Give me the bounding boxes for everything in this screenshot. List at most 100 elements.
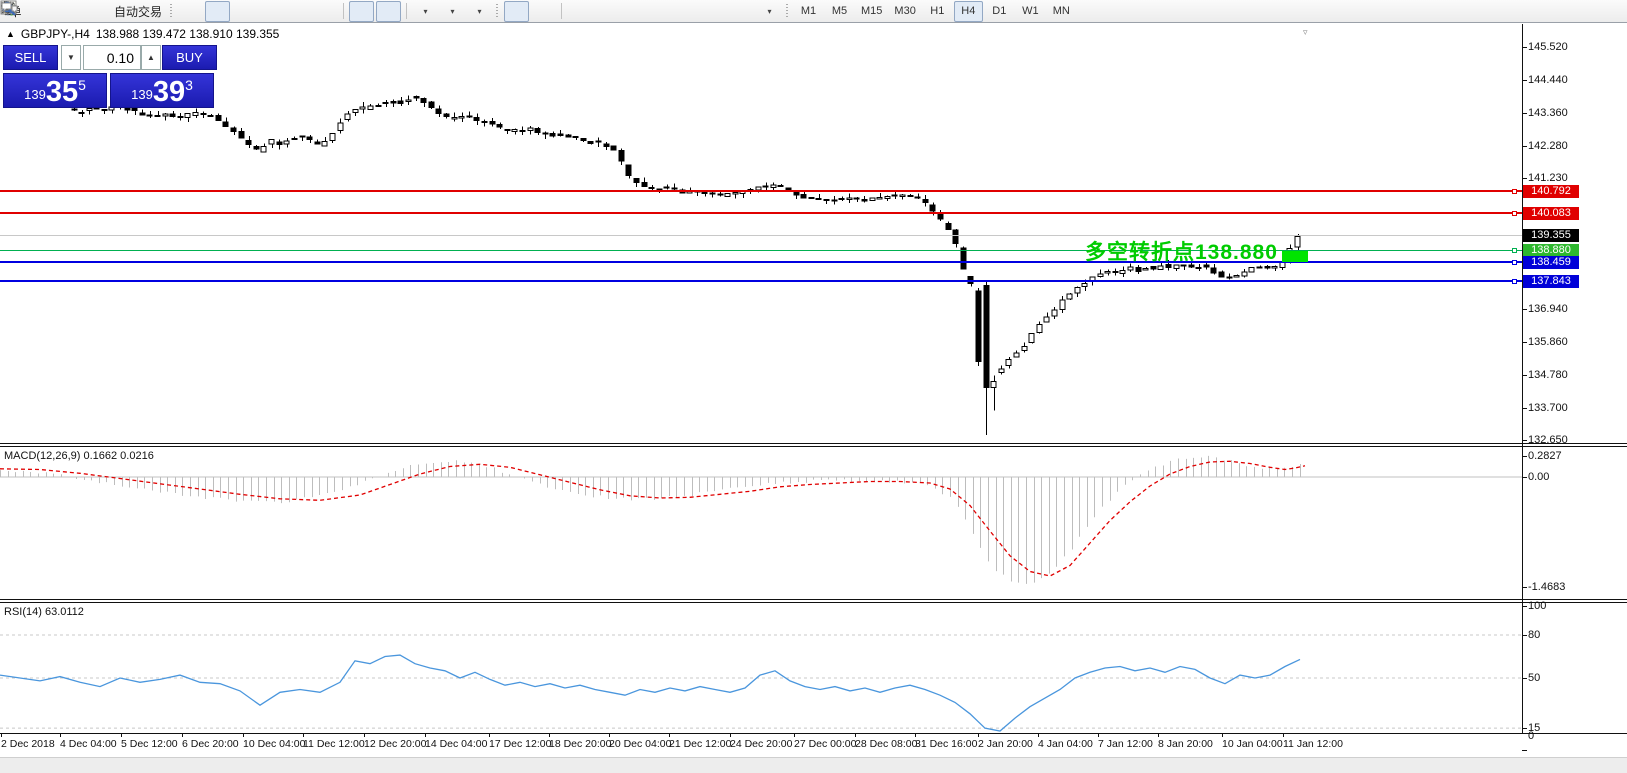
arrows-tool-button[interactable]: ▾: [3, 1, 781, 22]
timeframe-m5-button[interactable]: M5: [831, 5, 848, 17]
chart-window[interactable]: 145.520 144.440 143.360 142.280 141.230 136.9…: [0, 23, 1627, 773]
time-tick: [915, 733, 916, 737]
level-line-handle[interactable]: [1512, 260, 1517, 265]
fibonacci-tool-icon[interactable]: F: [1, 1, 700, 22]
annotation-highlight-box[interactable]: [1282, 251, 1308, 262]
toolbar-grip[interactable]: [785, 3, 791, 19]
time-tick-label[interactable]: 10 Jan 04:00: [1222, 738, 1283, 750]
bear-candle: [169, 113, 176, 118]
price-level-line[interactable]: [0, 261, 1522, 263]
chart-window-icon[interactable]: [0, 1, 82, 22]
volume-input[interactable]: 0.10: [83, 45, 141, 70]
autotrading-button[interactable]: 自动交易: [1, 1, 165, 22]
bear-candle: [603, 143, 610, 147]
time-tick-label[interactable]: 7 Jan 12:00: [1098, 738, 1153, 750]
bull-candle: [1043, 316, 1050, 323]
bull-candle: [701, 192, 708, 195]
volume-decrease-button[interactable]: ▼: [61, 45, 81, 70]
auto-scroll-icon[interactable]: [1, 0, 375, 22]
time-tick-label[interactable]: 5 Dec 12:00: [121, 738, 178, 750]
time-tick: [1222, 733, 1223, 737]
time-tick-label[interactable]: 28 Dec 08:00: [855, 738, 918, 750]
signal-icon[interactable]: [1, 1, 109, 22]
price-tick: [1522, 47, 1527, 48]
timeframe-d1-button[interactable]: D1: [992, 5, 1007, 17]
time-tick-label[interactable]: 10 Dec 04:00: [243, 738, 306, 750]
horizontal-line-tool-icon[interactable]: [1, 1, 619, 22]
new-order-button[interactable]: 单: [9, 4, 22, 19]
timeframe-m15-button[interactable]: M15: [861, 5, 883, 17]
chart-shift-marker[interactable]: ▿: [1303, 27, 1308, 37]
bear-candle: [253, 145, 260, 150]
time-tick-label[interactable]: 4 Dec 04:00: [60, 738, 117, 750]
time-tick-label[interactable]: 18 Dec 20:00: [549, 738, 612, 750]
collapse-panel-icon[interactable]: ▲: [6, 29, 15, 39]
bear-candle: [200, 113, 207, 116]
bull-candle: [808, 197, 815, 200]
order-diamond-icon[interactable]: [1, 1, 55, 22]
level-line-handle[interactable]: [1512, 211, 1517, 216]
periods-menu-button[interactable]: ▾: [0, 0, 464, 22]
time-tick-label[interactable]: 4 Jan 04:00: [1038, 738, 1093, 750]
time-tick-label[interactable]: 12 Dec 20:00: [364, 738, 427, 750]
time-tick-label[interactable]: 24 Dec 20:00: [730, 738, 793, 750]
chart-shift-icon[interactable]: [1, 0, 402, 22]
price-tick: [1522, 375, 1527, 376]
level-line-handle[interactable]: [1512, 279, 1517, 284]
text-tool-icon[interactable]: A: [3, 1, 727, 22]
toolbar-grip[interactable]: [169, 3, 175, 19]
time-tick-label[interactable]: 2 Dec 2018: [1, 738, 55, 750]
pane-separator[interactable]: [0, 443, 1627, 444]
candlestick-mode-icon[interactable]: [2, 0, 231, 22]
time-tick-label[interactable]: 2 Jan 20:00: [978, 738, 1033, 750]
pane-separator[interactable]: [0, 602, 1627, 603]
price-level-line[interactable]: [0, 235, 1522, 236]
time-tick-label[interactable]: 11 Jan 12:00: [1283, 738, 1343, 750]
cursor-tool-icon[interactable]: [4, 0, 530, 22]
time-tick-label[interactable]: 6 Dec 20:00: [182, 738, 239, 750]
time-tick-label[interactable]: 31 Dec 16:00: [915, 738, 978, 750]
trendline-tool-icon[interactable]: [1, 1, 646, 22]
time-tick-label[interactable]: 21 Dec 12:00: [669, 738, 732, 750]
equidistant-channel-tool-icon[interactable]: E: [0, 1, 673, 22]
time-tick-label[interactable]: 8 Jan 20:00: [1158, 738, 1213, 750]
vertical-line-tool-icon[interactable]: [5, 1, 592, 22]
time-tick-label[interactable]: 20 Dec 04:00: [609, 738, 672, 750]
buy-price-button[interactable]: 139 39 3: [110, 73, 214, 108]
annotation-text[interactable]: 多空转折点138.880: [1085, 241, 1278, 264]
time-tick-label[interactable]: 14 Dec 04:00: [425, 738, 488, 750]
time-tick-label[interactable]: 11 Dec 12:00: [303, 738, 365, 750]
buy-button[interactable]: BUY: [162, 45, 217, 70]
price-level-line[interactable]: [0, 280, 1522, 282]
sell-button[interactable]: SELL: [3, 45, 58, 70]
timeframe-h4-button[interactable]: H4: [953, 0, 983, 22]
line-chart-mode-icon[interactable]: [1, 1, 257, 22]
timeframe-h1-button[interactable]: H1: [930, 5, 945, 17]
tile-windows-icon[interactable]: [0, 1, 338, 22]
zoom-out-icon[interactable]: [1, 1, 311, 22]
time-tick-label[interactable]: 17 Dec 12:00: [489, 738, 552, 750]
text-label-tool-icon[interactable]: T: [1, 1, 754, 22]
zoom-in-icon[interactable]: [1, 1, 284, 22]
bar-chart-mode-icon[interactable]: [1, 1, 203, 22]
timeframe-w1-button[interactable]: W1: [1022, 5, 1039, 17]
level-line-handle[interactable]: [1512, 189, 1517, 194]
toolbar-grip[interactable]: [495, 3, 501, 19]
crosshair-tool-icon[interactable]: [1, 1, 556, 22]
chat-icon[interactable]: [1, 1, 1619, 22]
search-icon[interactable]: [1, 1, 1592, 22]
sell-price-button[interactable]: 139 35 5: [3, 73, 107, 108]
price-level-line[interactable]: [0, 190, 1522, 192]
time-tick-label[interactable]: 27 Dec 00:00: [794, 738, 857, 750]
timeframe-mn-button[interactable]: MN: [1052, 5, 1070, 17]
price-level-line[interactable]: [0, 250, 1522, 251]
timeframe-m30-button[interactable]: M30: [894, 5, 916, 17]
level-line-handle[interactable]: [1512, 248, 1517, 253]
timeframe-m1-button[interactable]: M1: [800, 5, 817, 17]
price-level-line[interactable]: [0, 212, 1522, 214]
volume-increase-button[interactable]: ▲: [141, 45, 161, 70]
pane-separator[interactable]: [0, 599, 1627, 600]
templates-menu-button[interactable]: ▾: [0, 0, 491, 22]
indicators-menu-button[interactable]: ▾: [1, 0, 437, 22]
pane-separator[interactable]: [0, 446, 1627, 447]
